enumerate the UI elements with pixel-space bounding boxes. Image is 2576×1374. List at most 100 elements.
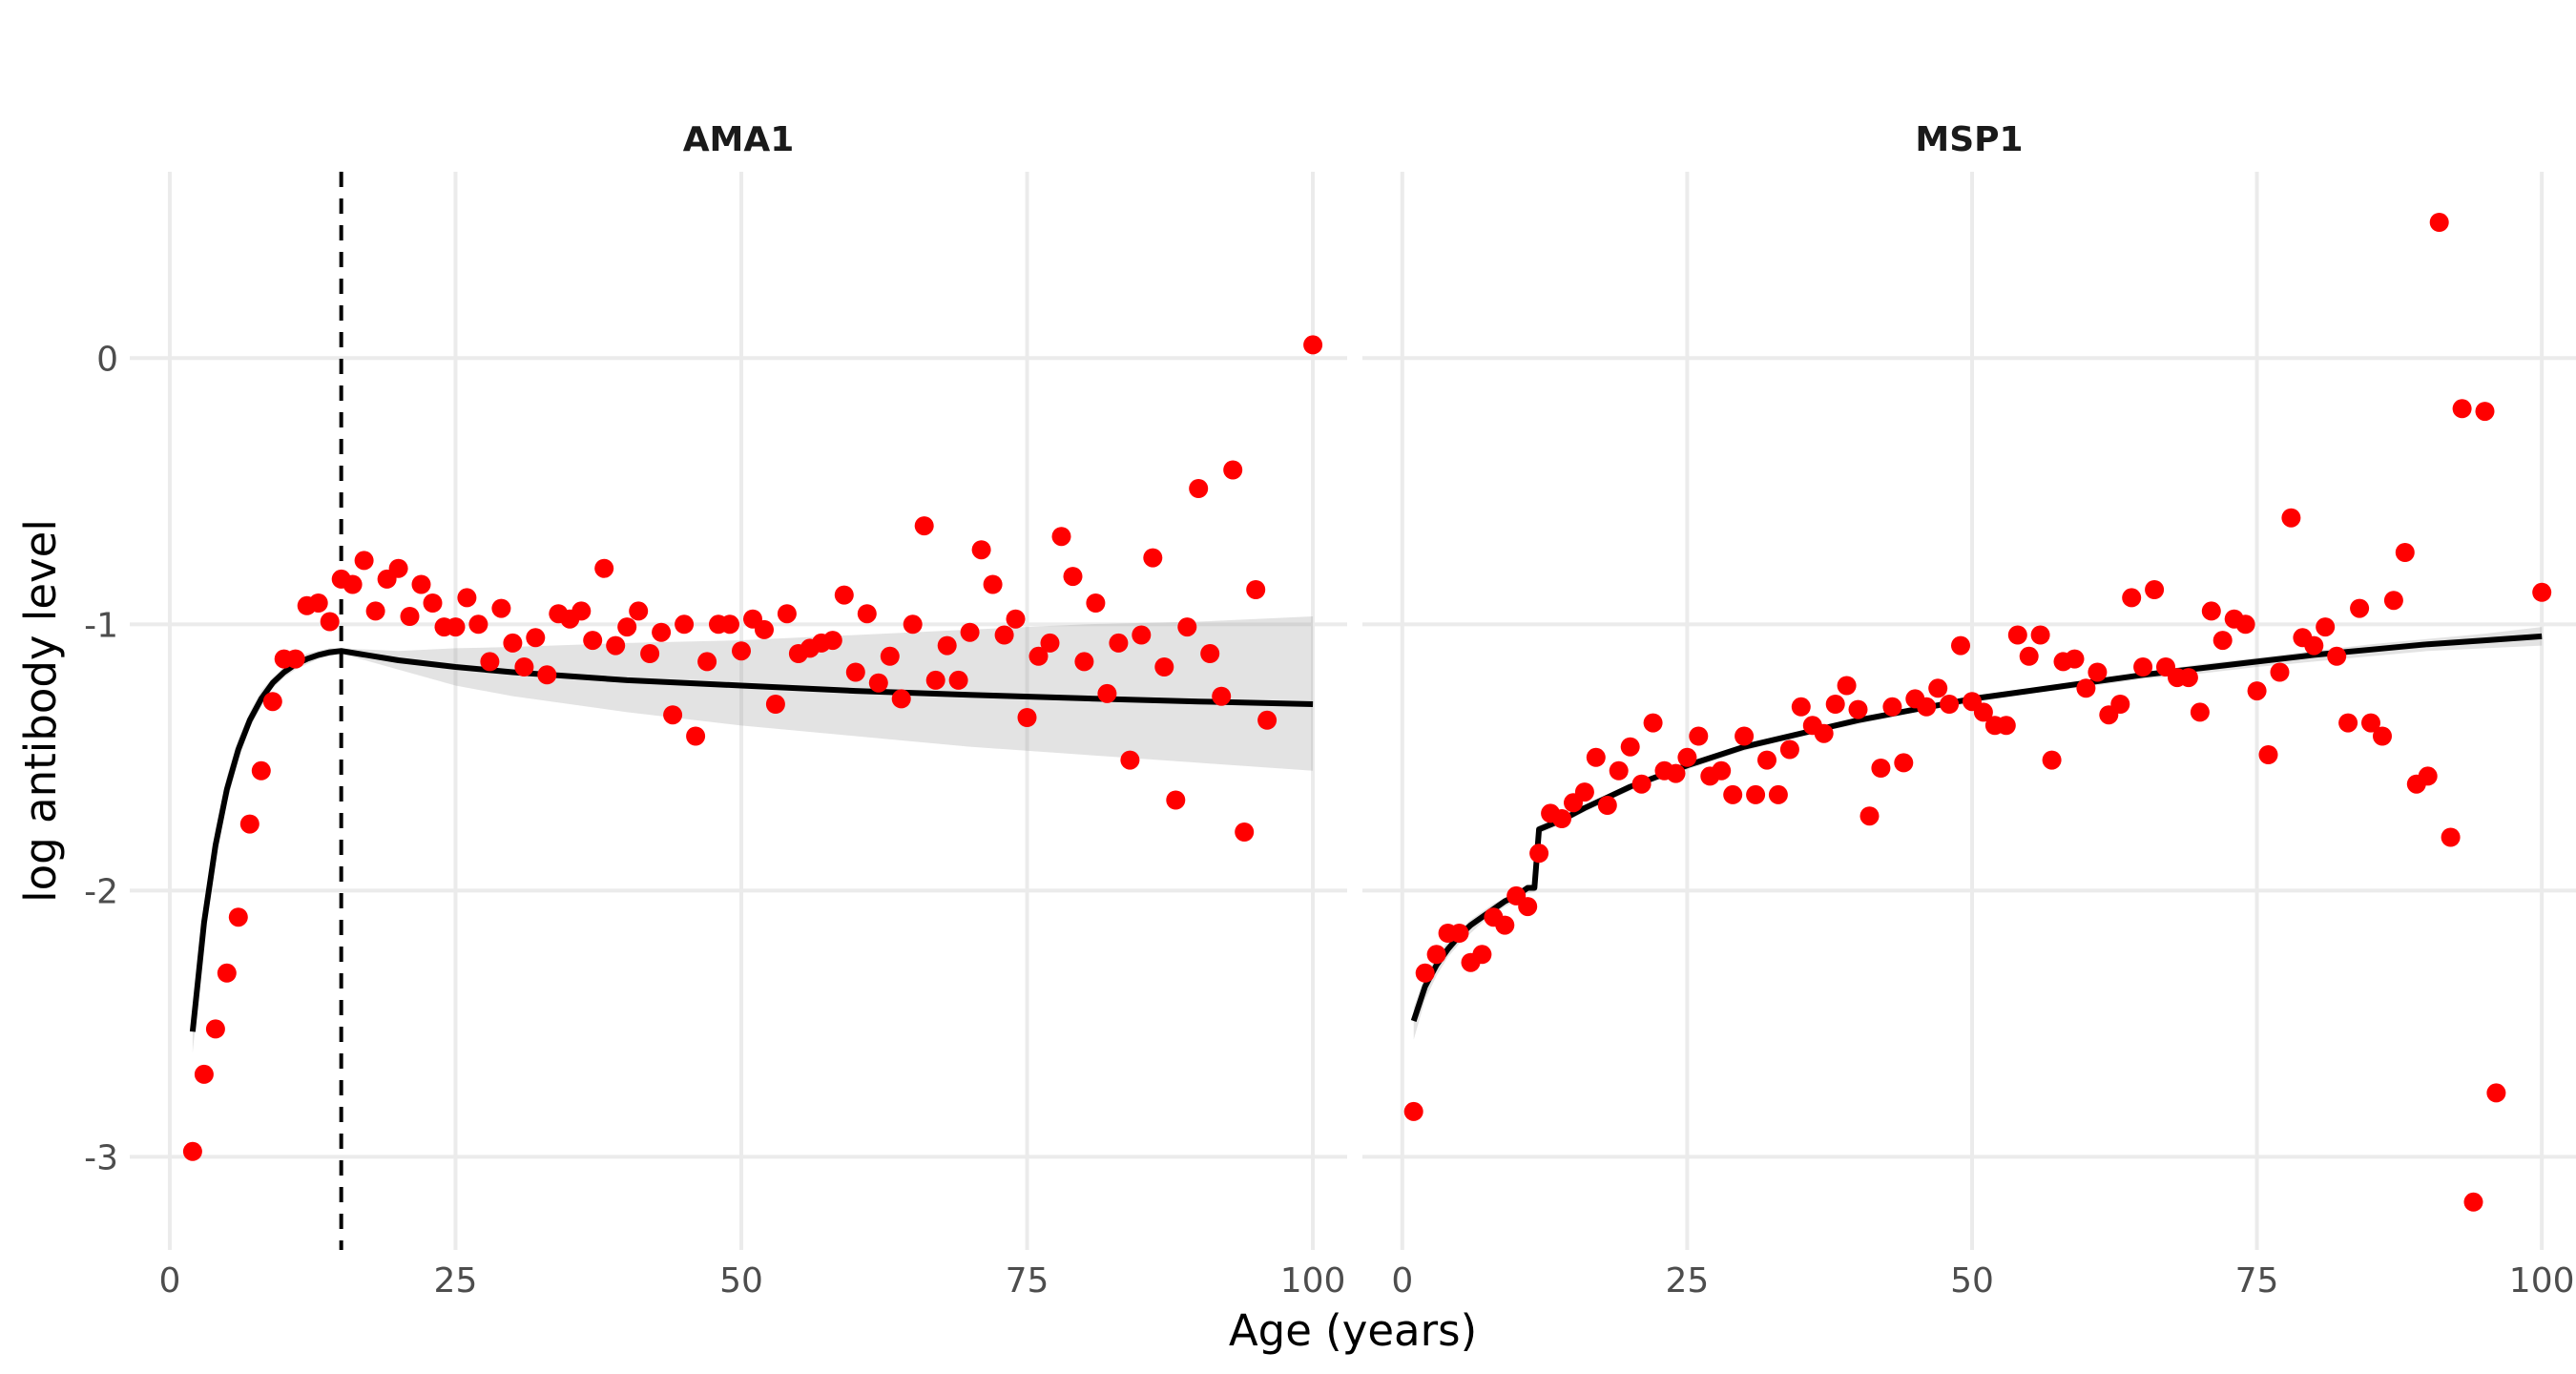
confidence-ribbon	[192, 615, 1314, 1053]
data-point	[1917, 697, 1937, 717]
data-point	[640, 644, 660, 663]
data-point	[251, 760, 271, 781]
x-tick-label: 100	[2509, 1261, 2575, 1301]
data-point	[1597, 796, 1617, 815]
data-point	[755, 619, 774, 639]
data-point	[1177, 617, 1197, 637]
data-point	[2338, 713, 2358, 733]
data-point	[2429, 213, 2449, 232]
data-point	[2110, 695, 2130, 714]
data-point	[571, 601, 592, 621]
data-point	[732, 641, 751, 661]
data-point	[2373, 726, 2392, 746]
data-point	[205, 1019, 225, 1039]
data-point	[1848, 699, 1868, 719]
data-point	[194, 1064, 214, 1084]
data-point	[971, 540, 991, 560]
data-point	[583, 631, 603, 651]
data-point	[1006, 609, 1026, 629]
data-point	[880, 646, 900, 666]
data-point	[239, 814, 260, 834]
data-point	[1235, 822, 1255, 842]
data-point	[994, 625, 1014, 645]
data-point	[1677, 747, 1697, 767]
data-point	[2486, 1083, 2506, 1103]
data-point	[617, 617, 637, 637]
panel-title-msp1: MSP1	[1915, 120, 2023, 159]
data-point	[2076, 678, 2096, 698]
data-point	[1403, 1101, 1423, 1121]
data-point	[2418, 766, 2438, 786]
data-point	[834, 585, 854, 605]
data-point	[1109, 633, 1129, 653]
data-point	[228, 907, 248, 927]
data-point	[1529, 843, 1549, 864]
data-point	[1882, 697, 1902, 717]
data-point	[1189, 479, 1209, 498]
data-point	[765, 695, 785, 714]
data-point	[2258, 745, 2278, 764]
data-point	[2190, 702, 2210, 722]
confidence-ribbon	[1413, 627, 2543, 1040]
data-point	[1723, 784, 1743, 804]
data-point	[1154, 657, 1174, 677]
data-point	[285, 649, 305, 669]
data-point	[1837, 676, 1857, 696]
data-point	[1246, 580, 1266, 599]
data-point	[1951, 635, 1970, 656]
data-point	[937, 635, 957, 656]
data-point	[1143, 548, 1163, 568]
panel-ama1: 0 25 50 75 100 AMA1	[130, 120, 1347, 1301]
data-point	[1166, 790, 1186, 810]
panel-title-ama1: AMA1	[683, 120, 795, 159]
data-point	[2361, 713, 2380, 733]
data-point	[1620, 737, 1640, 757]
data-point	[468, 614, 488, 635]
data-point	[365, 601, 385, 621]
data-point	[2475, 402, 2495, 422]
data-point	[2281, 508, 2301, 528]
data-point	[2441, 827, 2461, 847]
x-tick-label: 25	[434, 1261, 478, 1301]
fitted-curve	[1410, 633, 2543, 1022]
data-point	[1973, 702, 1993, 722]
data-point	[2212, 631, 2233, 651]
data-point	[1643, 713, 1663, 733]
x-tick-label: 0	[1391, 1261, 1413, 1301]
data-point	[2327, 646, 2347, 666]
data-point	[182, 1141, 202, 1161]
data-point	[1928, 678, 1948, 698]
data-point	[2133, 657, 2153, 677]
data-point	[2452, 399, 2472, 419]
data-point	[2270, 662, 2290, 682]
data-point	[423, 593, 443, 613]
data-point	[1940, 695, 1960, 714]
data-point	[1303, 335, 1323, 355]
data-point	[983, 574, 1003, 594]
panel-msp1: 0 25 50 75 100 MSP1	[1362, 120, 2576, 1301]
data-point	[2007, 625, 2027, 645]
data-point	[663, 705, 683, 725]
data-point	[1212, 686, 1232, 706]
data-point	[2030, 625, 2050, 645]
data-point	[1086, 593, 1106, 613]
data-point	[388, 558, 408, 578]
data-point	[1894, 753, 1914, 773]
data-point	[675, 614, 695, 635]
data-point	[822, 631, 842, 651]
x-tick-label: 75	[2235, 1261, 2279, 1301]
data-point	[1996, 716, 2016, 736]
data-point	[1825, 695, 1845, 714]
data-point	[1426, 945, 1446, 965]
data-point	[2122, 588, 2142, 608]
data-point	[1063, 567, 1083, 587]
data-point	[457, 588, 477, 608]
data-point	[217, 963, 237, 983]
data-point	[2532, 582, 2552, 602]
data-point	[2235, 614, 2255, 635]
data-point	[503, 633, 523, 653]
data-point	[320, 612, 340, 632]
data-point	[1051, 527, 1071, 547]
y-tick-label: 0	[96, 340, 118, 379]
data-point	[686, 726, 706, 746]
